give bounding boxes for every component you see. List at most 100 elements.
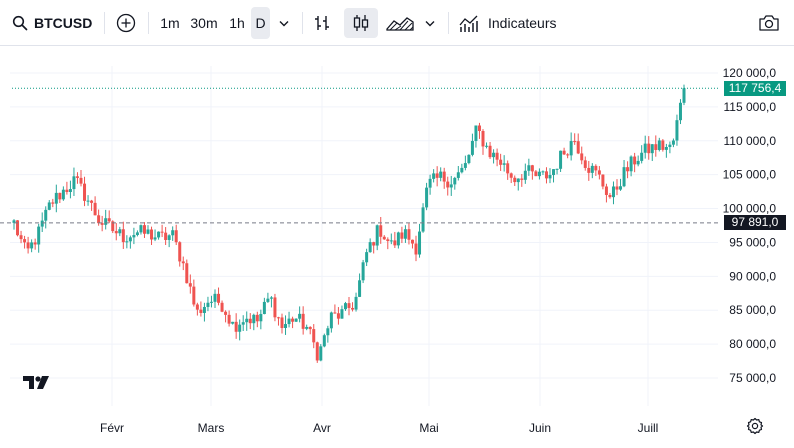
- candle-body: [347, 303, 351, 308]
- candle-body: [467, 154, 471, 164]
- candle-body: [636, 160, 640, 165]
- candle-body: [111, 221, 115, 232]
- candle-body: [428, 178, 432, 188]
- chevron-down-icon: [425, 20, 435, 26]
- candle-body: [474, 125, 478, 141]
- indicators-icon: [459, 15, 478, 32]
- candle-body: [202, 306, 206, 313]
- candles-chart-type-button[interactable]: [344, 8, 378, 38]
- candle-body: [139, 225, 143, 233]
- candle-body: [393, 240, 397, 246]
- candle-body: [608, 194, 612, 198]
- x-tick-label: Mars: [198, 421, 225, 435]
- candle-body: [361, 262, 365, 281]
- candle-body: [301, 313, 305, 329]
- candle-body: [626, 167, 630, 172]
- symbol-search-button[interactable]: BTCUSD: [12, 8, 92, 38]
- candle-body: [51, 202, 55, 204]
- candle-body: [499, 159, 503, 165]
- candle-body: [470, 140, 474, 155]
- candle-body: [661, 140, 665, 150]
- candle-body: [552, 169, 556, 176]
- candle-body: [12, 220, 16, 223]
- bars-chart-type-button[interactable]: [308, 8, 336, 38]
- candle-body: [382, 236, 386, 240]
- tradingview-logo[interactable]: [22, 373, 52, 391]
- candle-body: [298, 313, 302, 319]
- candle-body: [315, 342, 319, 361]
- y-tick-label: 110 000,0: [724, 134, 777, 148]
- candle-body: [167, 235, 171, 240]
- interval-dropdown-button[interactable]: [274, 8, 294, 38]
- candle-body: [446, 181, 450, 188]
- search-icon: [12, 15, 28, 31]
- candle-body: [142, 225, 146, 234]
- candle-body: [678, 102, 682, 121]
- candle-body: [199, 309, 203, 313]
- candles-icon: [353, 15, 369, 31]
- candle-body: [368, 242, 372, 253]
- candle-body: [72, 176, 76, 190]
- candle-body: [386, 239, 390, 242]
- candle-body: [121, 229, 125, 243]
- candle-body: [192, 286, 196, 305]
- candle-body: [562, 150, 566, 155]
- chevron-down-icon: [279, 20, 289, 26]
- candle-body: [30, 242, 34, 249]
- add-symbol-icon: [116, 13, 136, 33]
- settings-icon[interactable]: [746, 417, 764, 435]
- y-tick-label: 85 000,0: [729, 303, 776, 317]
- candle-body: [153, 237, 157, 240]
- x-tick-label: Févr: [100, 421, 124, 435]
- y-tick-label: 120 000,0: [723, 66, 777, 80]
- candle-body: [160, 231, 164, 233]
- snapshot-button[interactable]: [754, 8, 784, 38]
- candlestick-chart[interactable]: 120 000,0 115 000,0 110 000,0 105 000,0 100 …: [0, 46, 794, 448]
- candle-body: [79, 177, 83, 184]
- price-chart[interactable]: 120 000,0 115 000,0 110 000,0 105 000,0 100 …: [0, 46, 794, 448]
- candle-body: [132, 235, 136, 238]
- interval-1h-button[interactable]: 1h: [229, 15, 245, 31]
- x-tick-label: Juin: [529, 421, 551, 435]
- candle-body: [590, 165, 594, 173]
- candle-body: [97, 215, 101, 224]
- candle-body: [530, 165, 534, 172]
- candle-body: [442, 171, 446, 182]
- candle-body: [495, 152, 499, 160]
- candle-body: [435, 173, 439, 178]
- candle-body: [188, 283, 192, 287]
- candle-body: [375, 225, 379, 246]
- candle-body: [520, 178, 524, 180]
- candle-body: [555, 168, 559, 170]
- candle-body: [516, 178, 520, 183]
- interval-1m-button[interactable]: 1m: [160, 15, 180, 31]
- chart-type-dropdown-button[interactable]: [420, 8, 440, 38]
- candle-body: [61, 189, 65, 200]
- candle-body: [502, 163, 506, 165]
- candle-body: [68, 189, 72, 193]
- candle-body: [537, 171, 541, 177]
- candle-body: [389, 240, 393, 242]
- compare-symbol-button[interactable]: [112, 8, 140, 38]
- candle-body: [336, 313, 340, 319]
- candle-body: [548, 175, 552, 179]
- y-tick-label: 80 000,0: [729, 337, 776, 351]
- candle-body: [181, 261, 185, 264]
- interval-30m-button[interactable]: 30m: [190, 15, 218, 31]
- candle-body: [58, 192, 62, 200]
- candle-body: [86, 200, 90, 202]
- candle-body: [425, 187, 429, 208]
- candle-body: [238, 324, 242, 332]
- candle-body: [305, 326, 309, 329]
- candle-body: [481, 131, 485, 147]
- candle-body: [93, 202, 97, 216]
- candle-body: [135, 232, 139, 236]
- area-chart-type-button[interactable]: [382, 8, 418, 38]
- toolbar-divider: [302, 12, 303, 34]
- indicators-button[interactable]: Indicateurs: [458, 8, 564, 38]
- interval-d-button[interactable]: D: [251, 7, 270, 39]
- candle-body: [351, 307, 355, 310]
- candle-body: [146, 229, 150, 234]
- indicators-label: Indicateurs: [488, 15, 557, 31]
- candle-body: [343, 303, 347, 310]
